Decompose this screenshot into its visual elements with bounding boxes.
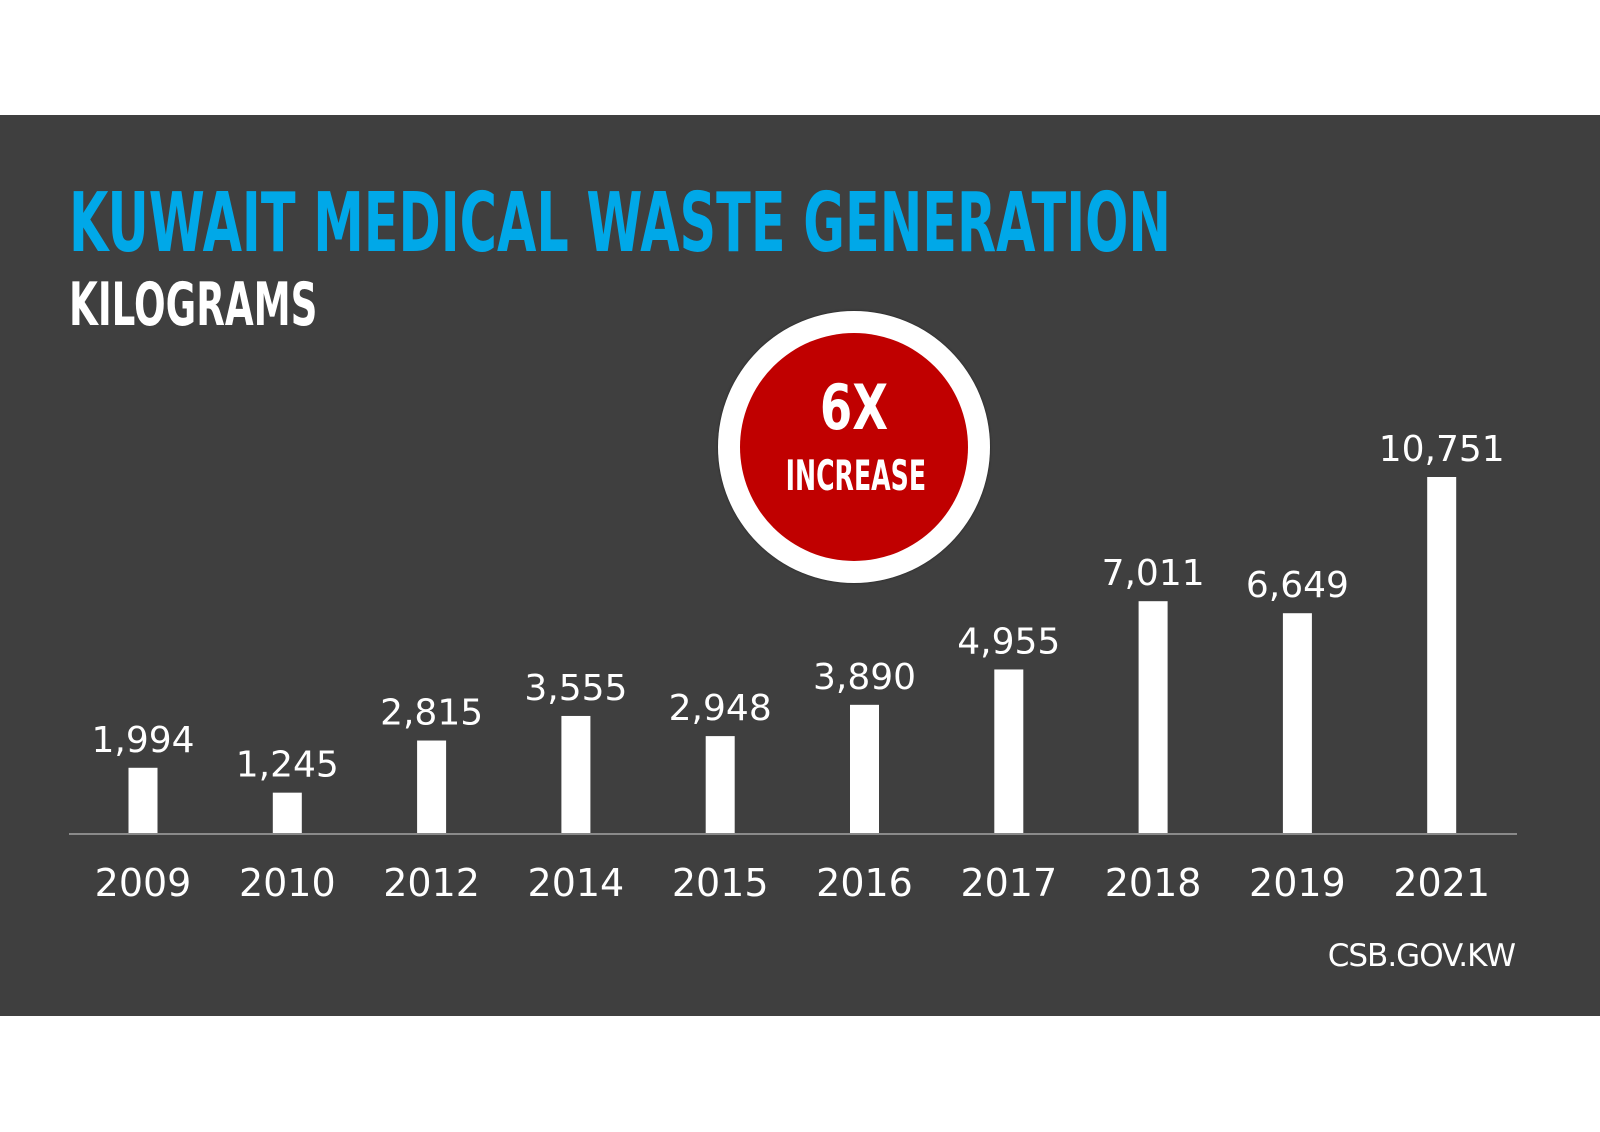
bar-2015 — [705, 736, 735, 834]
value-label-2018: 7,011 — [1102, 553, 1205, 594]
value-label-2009: 1,994 — [91, 720, 194, 761]
x-tick-label-2021: 2021 — [1393, 861, 1490, 905]
chart-title: KUWAIT MEDICAL WASTE GENERATION — [69, 176, 1171, 271]
bar-2019 — [1282, 613, 1312, 834]
value-label-2016: 3,890 — [813, 657, 916, 698]
bar-2012 — [417, 740, 447, 834]
badge-red-disc: 6X INCREASE — [740, 333, 968, 561]
x-tick-label-2014: 2014 — [528, 861, 625, 905]
x-tick-label-2018: 2018 — [1105, 861, 1202, 905]
badge-label: INCREASE — [785, 451, 927, 500]
value-label-2021: 10,751 — [1379, 429, 1505, 470]
bar-2009 — [128, 767, 158, 834]
source-credit: CSB.GOV.KW — [1327, 938, 1516, 974]
x-tick-label-2015: 2015 — [672, 861, 769, 905]
value-label-2015: 2,948 — [669, 688, 772, 729]
bar-2017 — [994, 669, 1024, 834]
x-tick-label-2016: 2016 — [816, 861, 913, 905]
value-label-2012: 2,815 — [380, 693, 483, 734]
badge-multiplier: 6X — [819, 371, 889, 444]
value-label-2010: 1,245 — [236, 745, 339, 786]
bar-2010 — [272, 792, 302, 834]
bar-2021 — [1427, 477, 1457, 834]
x-tick-label-2012: 2012 — [383, 861, 480, 905]
x-tick-label-2010: 2010 — [239, 861, 336, 905]
x-tick-label-2009: 2009 — [95, 861, 192, 905]
x-tick-label-2017: 2017 — [960, 861, 1057, 905]
bar-2016 — [850, 704, 879, 834]
chart-subtitle: KILOGRAMS — [69, 270, 318, 340]
x-tick-label-2019: 2019 — [1249, 861, 1346, 905]
increase-badge: 6X INCREASE — [718, 311, 990, 583]
value-label-2019: 6,649 — [1246, 565, 1349, 606]
bar-2014 — [561, 715, 591, 834]
value-label-2014: 3,555 — [524, 668, 627, 709]
value-label-2017: 4,955 — [957, 621, 1060, 662]
bar-2018 — [1138, 601, 1168, 834]
